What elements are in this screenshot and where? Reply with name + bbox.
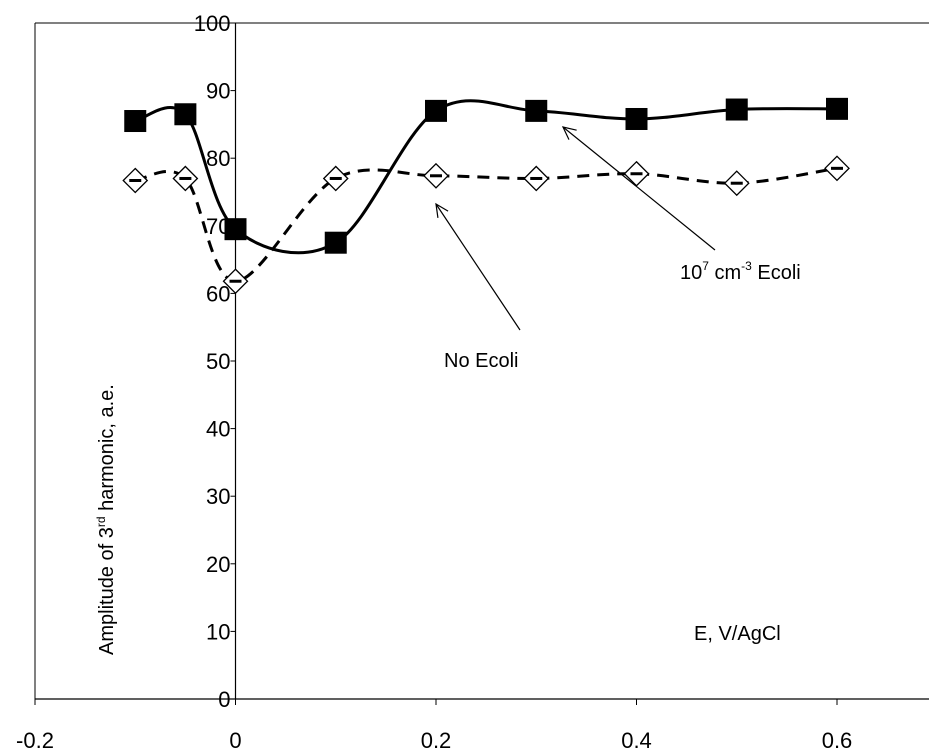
- annotation-ecoli-name: Ecoli: [752, 262, 801, 284]
- series-1-marker-square: [425, 99, 447, 122]
- series-1-marker-square: [124, 110, 147, 133]
- series-2-line: [134, 166, 838, 283]
- y-tick-label: 100: [194, 11, 231, 36]
- series-1-marker-square: [625, 107, 648, 130]
- y-tick-label: 0: [218, 687, 230, 712]
- x-tick-label: 0.2: [421, 728, 452, 753]
- annotation-ecoli-arrow-head: [561, 126, 577, 140]
- annotation-ecoli-exponent: 7: [702, 259, 709, 273]
- x-tick-label: -0.2: [16, 728, 54, 753]
- annotation-no-ecoli-arrow-head: [435, 202, 449, 218]
- y-tick-label: 40: [206, 417, 230, 442]
- series-1-marker-square: [826, 97, 848, 120]
- y-tick-label: 60: [206, 281, 230, 306]
- annotation-ecoli-unit: cm: [709, 262, 741, 284]
- y-tick-label: 80: [206, 146, 230, 171]
- series-1-marker-square: [174, 103, 197, 126]
- annotation-no-ecoli-arrow-shaft: [435, 203, 521, 331]
- x-tick-label: 0.4: [621, 728, 652, 753]
- y-tick-label: 10: [206, 619, 230, 644]
- x-tick-label: 0.6: [822, 728, 853, 753]
- annotation-ecoli-unit-exponent: -3: [741, 259, 752, 273]
- annotation-no-ecoli-label: No Ecoli: [444, 350, 518, 372]
- y-tick-label: 30: [206, 484, 230, 509]
- x-tick-label: 0: [229, 728, 241, 753]
- y-axis-label-main: Amplitude of 3: [96, 527, 118, 655]
- annotation-ecoli-arrow-shaft: [562, 126, 716, 251]
- y-tick-label: 90: [206, 79, 230, 104]
- series-1-marker-square: [525, 99, 548, 122]
- series-1-marker-square: [324, 231, 347, 254]
- annotation-ecoli-label: 107 cm-3 Ecoli: [680, 259, 801, 284]
- y-axis-label: Amplitude of 3rd harmonic, a.e.: [94, 384, 118, 655]
- y-axis-label-superscript: rd: [94, 516, 108, 527]
- y-axis-label-rest: harmonic, a.e.: [96, 384, 118, 516]
- x-axis-label: E, V/AgCl: [694, 623, 781, 645]
- series-1-marker-square: [725, 98, 748, 121]
- y-tick-label: 50: [206, 349, 230, 374]
- annotation-ecoli-base: 10: [680, 262, 702, 284]
- series-1-marker-square: [224, 218, 247, 241]
- y-tick-label: 20: [206, 552, 230, 577]
